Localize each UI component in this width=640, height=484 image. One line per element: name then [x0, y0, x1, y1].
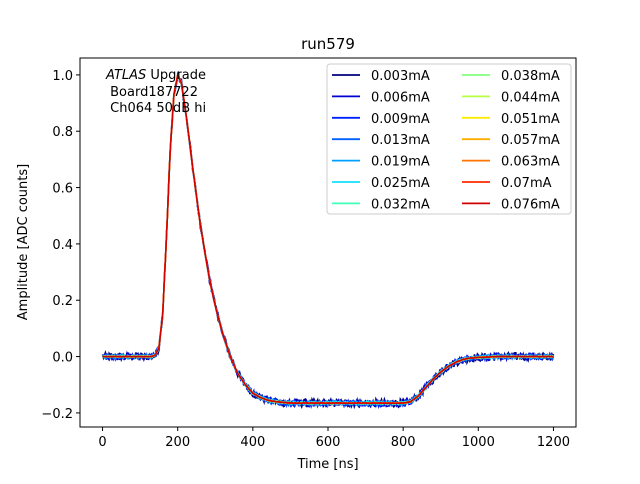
- legend: 0.003mA 0.006mA 0.009mA 0.013mA 0.019mA 0.025…: [326, 63, 572, 215]
- legend-label: 0.038mA: [501, 69, 560, 84]
- x-tick-label: 600: [316, 435, 341, 450]
- y-tick-label: 0.8: [52, 125, 73, 140]
- legend-frame: [326, 63, 572, 215]
- legend-label: 0.076mA: [501, 197, 560, 212]
- legend-label: 0.009mA: [371, 112, 430, 127]
- chart-title: run579: [301, 35, 355, 53]
- y-tick-label: 0.0: [52, 351, 73, 366]
- x-tick-label: 1000: [462, 435, 495, 450]
- x-tick-label: 0: [98, 435, 106, 450]
- annotation-line-1: ATLAS Upgrade: [105, 68, 206, 83]
- y-tick-label: −0.2: [41, 407, 73, 422]
- y-axis-label: Amplitude [ADC counts]: [16, 164, 31, 320]
- legend-label: 0.025mA: [371, 176, 430, 191]
- legend-label: 0.013mA: [371, 133, 430, 148]
- legend-label: 0.003mA: [371, 69, 430, 84]
- annotation: ATLAS Upgrade Board187722 Ch064 50dB hi: [105, 68, 206, 116]
- x-axis-label: Time [ns]: [296, 457, 358, 472]
- annotation-upgrade: Upgrade: [146, 68, 206, 83]
- legend-label: 0.032mA: [371, 197, 430, 212]
- y-tick-label: 0.2: [52, 294, 73, 309]
- legend-label: 0.019mA: [371, 155, 430, 170]
- y-tick-label: 0.4: [52, 238, 73, 253]
- annotation-atlas: ATLAS: [105, 68, 146, 83]
- legend-label: 0.063mA: [501, 155, 560, 170]
- legend-label: 0.051mA: [501, 112, 560, 127]
- y-axis: −0.2 0.0 0.2 0.4 0.6 0.8 1.0: [41, 69, 80, 422]
- legend-label: 0.057mA: [501, 133, 560, 148]
- legend-label: 0.07mA: [501, 176, 552, 191]
- legend-label: 0.006mA: [371, 90, 430, 105]
- x-tick-label: 800: [391, 435, 416, 450]
- legend-label: 0.044mA: [501, 90, 560, 105]
- x-tick-label: 1200: [537, 435, 570, 450]
- plot-lines: [101, 70, 555, 410]
- annotation-line-3: Ch064 50dB hi: [106, 101, 206, 116]
- annotation-line-2: Board187722: [106, 85, 198, 100]
- series-line: [102, 72, 554, 405]
- x-axis: 0 200 400 600 800 1000 1200: [98, 427, 570, 450]
- x-tick-label: 400: [240, 435, 265, 450]
- y-tick-label: 0.6: [52, 182, 73, 197]
- x-tick-label: 200: [165, 435, 190, 450]
- y-tick-label: 1.0: [52, 69, 73, 84]
